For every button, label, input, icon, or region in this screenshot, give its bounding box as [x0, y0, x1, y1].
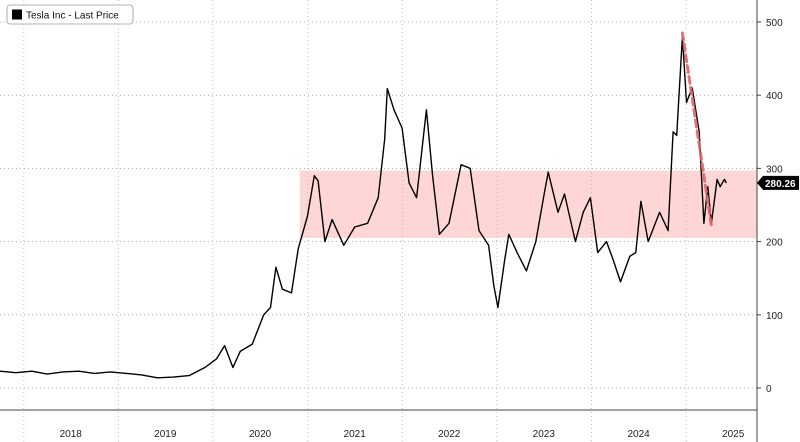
axes: 0 100 200 300 400 500 2018 2019 2020 2021 2022 2023…	[0, 0, 783, 442]
series-layer	[0, 35, 728, 379]
price-range-band	[299, 170, 757, 238]
x-tick-label: 2025	[722, 429, 745, 440]
trendline	[680, 31, 713, 227]
y-tick-label: 300	[766, 164, 783, 175]
last-price-label: 280.26	[765, 179, 796, 190]
x-tick-label: 2024	[627, 429, 650, 440]
x-tick-label: 2022	[438, 429, 461, 440]
y-tick-label: 500	[766, 18, 783, 29]
last-price-badge	[757, 175, 799, 190]
legend-swatch	[12, 9, 22, 20]
x-tick-label: 2021	[344, 429, 367, 440]
x-tick-label: 2018	[60, 429, 83, 440]
x-tick-label: 2020	[249, 429, 272, 440]
last-price-marker: 280.26	[757, 175, 799, 190]
y-tick-label: 100	[766, 311, 783, 322]
price-range-band-layer	[299, 170, 757, 238]
y-tick-label: 0	[766, 384, 772, 395]
series-line-0	[0, 35, 728, 379]
y-tick-label: 200	[766, 238, 783, 249]
x-tick-label: 2023	[533, 429, 556, 440]
x-tick-label: 2019	[154, 429, 177, 440]
trendline-layer	[680, 31, 713, 227]
legend-box	[6, 4, 134, 25]
y-tick-label: 400	[766, 91, 783, 102]
legend-label: Tesla Inc - Last Price	[26, 11, 119, 22]
gridlines	[0, 0, 757, 442]
legend: Tesla Inc - Last Price	[6, 4, 134, 25]
